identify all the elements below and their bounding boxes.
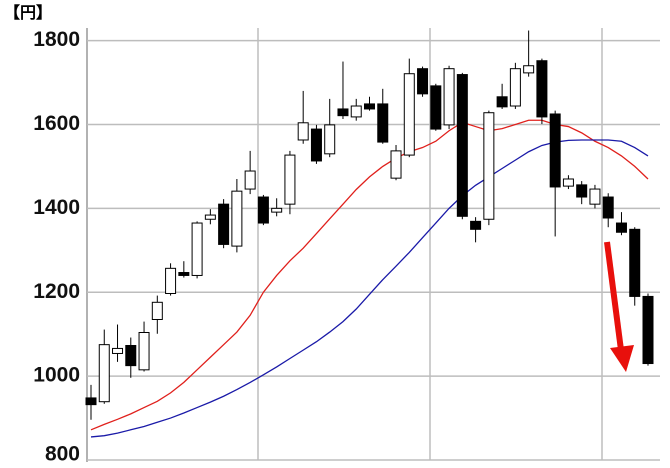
arrow-shaft [604,241,624,351]
candle-body [324,124,336,155]
trend-arrow [604,241,634,372]
plot [85,30,660,461]
y-tick-label: 1600 [33,112,80,135]
candle-body [257,196,269,224]
y-unit-label: 【円】 [4,4,52,22]
arrow-head [610,345,634,372]
candle-body [178,272,190,276]
candle-body [589,188,601,205]
candle-body [602,196,614,219]
y-tick-label: 1000 [33,364,80,387]
candle-body [112,347,124,354]
candle-body [483,112,495,220]
candle-body [310,128,322,162]
candle-body [562,178,574,187]
y-tick-label: 1400 [33,196,80,219]
x-grid [257,28,603,460]
candle-body [443,68,455,126]
candle-body [138,331,150,371]
candle-body [470,220,482,230]
candle-body [417,68,429,95]
candle-body [297,122,309,141]
candle-body [350,105,362,118]
candle-body [271,207,283,213]
candle-body [204,214,216,220]
candle-body [642,295,654,365]
candle-body [403,73,415,156]
candle-body [536,60,548,118]
y-tick-label: 1200 [33,280,80,303]
candle-body [390,150,402,179]
y-tick-label: 800 [45,443,80,466]
candle-body [284,154,296,205]
candle-body [496,96,508,108]
candle-body [85,397,97,406]
candle-body [549,113,561,188]
candle-body [191,222,203,276]
candle-body [615,222,627,233]
candle-body [377,103,389,143]
candle-body [430,85,442,130]
candle-body [523,65,535,74]
candle-body [231,190,243,247]
candle-body [151,301,163,320]
candle-body [244,170,256,190]
candle-body [576,184,588,198]
candle-body [364,103,375,110]
candle-body [218,203,230,245]
candle-body [98,344,110,403]
candle-body [629,228,641,297]
y-tick-label: 1800 [33,28,80,51]
candle-body [165,267,177,294]
candle-body [456,74,468,217]
candle-body [509,68,521,107]
candle-body [337,108,349,117]
candle-body [125,344,137,367]
